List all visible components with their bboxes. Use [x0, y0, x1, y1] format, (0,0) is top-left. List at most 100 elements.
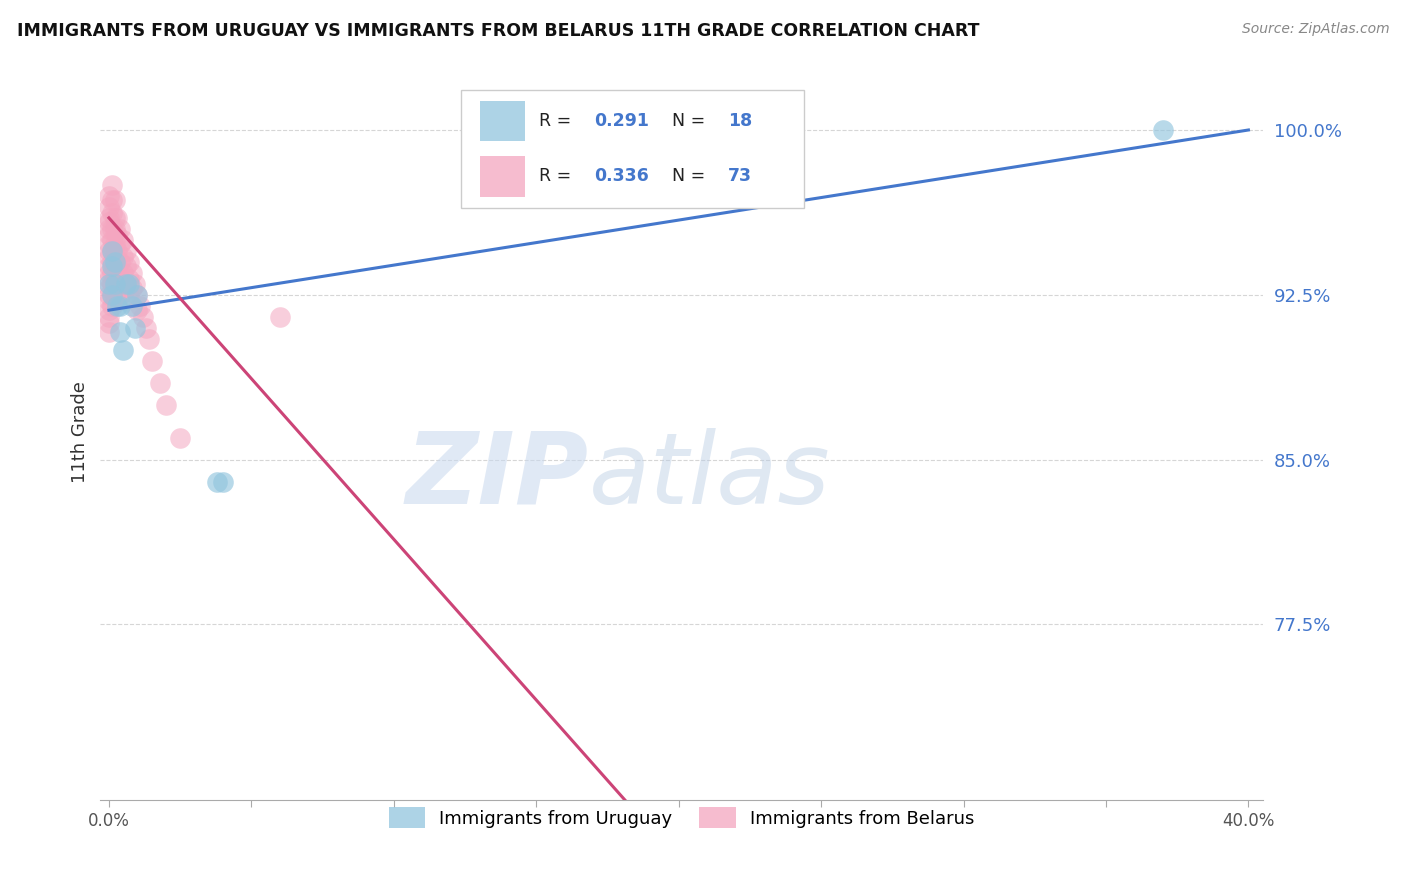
Point — [118, 277, 141, 291]
Point — [100, 244, 122, 258]
Point — [110, 272, 132, 286]
Point — [104, 259, 127, 273]
Point — [110, 237, 132, 252]
Point — [141, 353, 163, 368]
Point — [205, 475, 228, 489]
Point — [121, 281, 143, 295]
Point — [100, 244, 122, 258]
Point — [97, 222, 120, 236]
Point — [104, 222, 127, 236]
Point — [104, 277, 127, 291]
Point — [127, 303, 149, 318]
Point — [107, 259, 129, 273]
Point — [104, 194, 127, 208]
Text: 0.336: 0.336 — [595, 168, 650, 186]
Text: Source: ZipAtlas.com: Source: ZipAtlas.com — [1241, 22, 1389, 37]
Text: N =: N = — [672, 168, 711, 186]
Point — [104, 251, 127, 265]
Point — [124, 320, 146, 334]
Point — [104, 237, 127, 252]
Point — [124, 277, 146, 291]
Point — [127, 287, 149, 301]
Point — [97, 259, 120, 273]
Point — [97, 310, 120, 324]
Point — [121, 266, 143, 280]
Point — [97, 228, 120, 243]
Point — [100, 287, 122, 301]
Point — [129, 299, 152, 313]
Point — [104, 211, 127, 225]
Point — [112, 266, 135, 280]
FancyBboxPatch shape — [481, 156, 524, 196]
Point — [100, 299, 122, 313]
Point — [212, 475, 235, 489]
Point — [100, 206, 122, 220]
Point — [97, 294, 120, 309]
Text: R =: R = — [538, 168, 576, 186]
Point — [104, 255, 127, 269]
Point — [149, 376, 172, 390]
Point — [97, 237, 120, 252]
Point — [97, 325, 120, 339]
Point — [107, 277, 129, 291]
Point — [100, 287, 122, 301]
Point — [115, 244, 138, 258]
Point — [127, 287, 149, 301]
Point — [110, 255, 132, 269]
Point — [97, 200, 120, 214]
Y-axis label: 11th Grade: 11th Grade — [72, 381, 89, 483]
Point — [107, 299, 129, 313]
Point — [112, 281, 135, 295]
Point — [121, 299, 143, 313]
Point — [110, 299, 132, 313]
Point — [100, 233, 122, 247]
Text: N =: N = — [672, 112, 711, 130]
Point — [97, 244, 120, 258]
FancyBboxPatch shape — [481, 101, 524, 141]
Point — [118, 255, 141, 269]
Point — [97, 272, 120, 286]
Point — [97, 251, 120, 265]
Point — [115, 277, 138, 291]
Point — [269, 310, 291, 324]
Point — [115, 277, 138, 291]
Point — [97, 303, 120, 318]
Point — [169, 431, 191, 445]
Point — [112, 343, 135, 357]
Point — [1152, 123, 1174, 137]
Point — [104, 272, 127, 286]
Point — [112, 251, 135, 265]
Point — [110, 287, 132, 301]
Point — [110, 325, 132, 339]
Point — [97, 281, 120, 295]
Point — [100, 277, 122, 291]
Point — [118, 287, 141, 301]
Point — [107, 244, 129, 258]
Point — [107, 211, 129, 225]
Point — [100, 255, 122, 269]
Point — [135, 320, 157, 334]
FancyBboxPatch shape — [461, 90, 804, 208]
Point — [132, 310, 155, 324]
Text: IMMIGRANTS FROM URUGUAY VS IMMIGRANTS FROM BELARUS 11TH GRADE CORRELATION CHART: IMMIGRANTS FROM URUGUAY VS IMMIGRANTS FR… — [17, 22, 980, 40]
Point — [155, 398, 177, 412]
Point — [115, 259, 138, 273]
Point — [97, 215, 120, 229]
Point — [100, 178, 122, 192]
Point — [97, 266, 120, 280]
Point — [97, 189, 120, 203]
Point — [110, 222, 132, 236]
Point — [107, 228, 129, 243]
Point — [100, 194, 122, 208]
Text: atlas: atlas — [589, 428, 830, 524]
Point — [100, 266, 122, 280]
Text: 73: 73 — [728, 168, 752, 186]
Point — [112, 233, 135, 247]
Text: 18: 18 — [728, 112, 752, 130]
Point — [107, 294, 129, 309]
Point — [97, 287, 120, 301]
Point — [100, 222, 122, 236]
Text: 0.291: 0.291 — [595, 112, 650, 130]
Point — [104, 287, 127, 301]
Point — [97, 317, 120, 331]
